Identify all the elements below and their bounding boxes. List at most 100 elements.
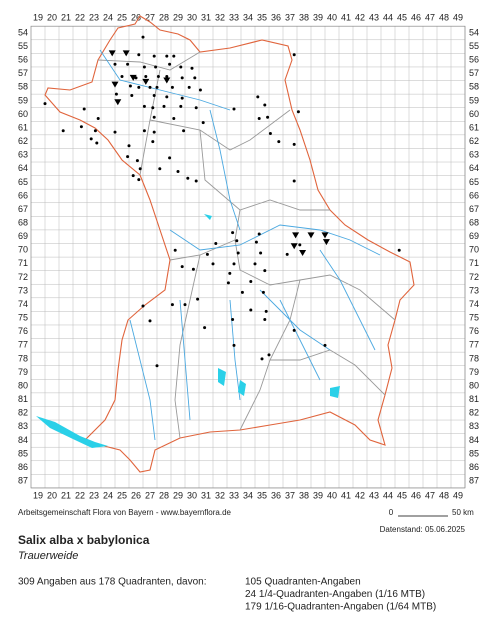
column-label: 21 xyxy=(61,13,71,23)
column-label: 31 xyxy=(201,490,211,500)
column-label: 47 xyxy=(425,490,435,500)
row-label: 66 xyxy=(18,190,28,200)
row-label: 82 xyxy=(18,408,28,418)
column-label: 35 xyxy=(257,13,267,23)
occurrence-dot xyxy=(113,130,117,134)
occurrence-dot xyxy=(155,85,159,89)
occurrence-dot xyxy=(231,318,235,322)
occurrence-dot xyxy=(267,353,271,357)
row-label: 78 xyxy=(469,353,479,363)
map-background xyxy=(36,15,415,473)
occurrence-dot xyxy=(168,156,172,160)
column-label: 40 xyxy=(327,13,337,23)
occurrence-dot xyxy=(141,35,145,39)
column-label: 42 xyxy=(355,490,365,500)
occurrence-dot xyxy=(264,309,268,313)
row-label: 57 xyxy=(18,68,28,78)
row-label: 58 xyxy=(18,82,28,92)
column-label: 23 xyxy=(89,490,99,500)
occurrence-dot xyxy=(172,117,176,121)
occurrence-dot xyxy=(226,281,230,285)
occurrence-dot xyxy=(156,74,160,78)
column-label: 30 xyxy=(187,490,197,500)
occurrence-dot xyxy=(128,84,132,88)
occurrence-dot xyxy=(254,240,258,244)
row-label: 72 xyxy=(18,272,28,282)
occurrence-dot xyxy=(211,262,215,266)
occurrence-dot xyxy=(173,248,177,252)
column-label: 28 xyxy=(159,13,169,23)
column-label: 48 xyxy=(439,13,449,23)
occurrence-dot xyxy=(194,106,198,110)
row-label: 74 xyxy=(469,299,479,309)
row-label: 81 xyxy=(469,394,479,404)
row-label: 64 xyxy=(469,163,479,173)
occurrence-dot xyxy=(183,303,187,307)
row-label: 76 xyxy=(469,326,479,336)
row-label: 73 xyxy=(469,285,479,295)
occurrence-triangle xyxy=(322,239,330,246)
occurrence-dot xyxy=(180,76,184,80)
row-label: 73 xyxy=(18,285,28,295)
occurrence-triangle xyxy=(122,50,130,57)
column-label: 34 xyxy=(243,490,253,500)
occurrence-dot xyxy=(113,62,117,66)
row-label: 55 xyxy=(18,41,28,51)
row-label: 77 xyxy=(18,340,28,350)
occurrence-dot xyxy=(194,179,198,183)
column-label: 40 xyxy=(327,490,337,500)
occurrence-dot xyxy=(165,54,169,58)
column-label: 21 xyxy=(61,490,71,500)
column-label: 35 xyxy=(257,490,267,500)
column-label: 19 xyxy=(33,490,43,500)
occurrence-dot xyxy=(82,107,86,111)
occurrence-dot xyxy=(182,129,186,133)
occurrence-dot xyxy=(114,92,118,96)
column-label: 43 xyxy=(369,13,379,23)
occurrence-dot xyxy=(152,54,156,58)
column-label: 45 xyxy=(397,13,407,23)
column-label: 41 xyxy=(341,490,351,500)
occurrence-dot xyxy=(152,130,156,134)
occurrence-dot xyxy=(158,167,162,171)
column-label: 43 xyxy=(369,490,379,500)
occurrence-dot xyxy=(43,102,47,106)
occurrence-triangle xyxy=(129,74,137,81)
occurrence-dot xyxy=(148,85,152,89)
occurrence-dot xyxy=(155,364,159,368)
occurrence-dot xyxy=(138,167,142,171)
occurrence-dot xyxy=(180,265,184,269)
occurrence-dot xyxy=(142,104,146,108)
occurrence-triangle xyxy=(108,50,116,57)
column-label: 44 xyxy=(383,13,393,23)
column-label: 24 xyxy=(103,490,113,500)
occurrence-dot xyxy=(95,141,99,145)
occurrence-dot xyxy=(172,54,176,58)
occurrence-dot xyxy=(277,140,281,144)
column-label: 34 xyxy=(243,13,253,23)
occurrence-dot xyxy=(259,251,263,255)
row-label: 79 xyxy=(469,367,479,377)
occurrence-dot xyxy=(198,88,202,92)
column-label: 29 xyxy=(173,13,183,23)
occurrence-dot xyxy=(249,280,253,284)
occurrence-dot xyxy=(170,303,174,307)
occurrence-dot xyxy=(89,137,93,141)
occurrence-dot xyxy=(152,93,156,97)
column-label: 31 xyxy=(201,13,211,23)
occurrence-dot xyxy=(120,74,124,78)
occurrence-dot xyxy=(257,117,261,121)
row-label: 65 xyxy=(469,177,479,187)
occurrence-dot xyxy=(201,121,205,125)
occurrence-dot xyxy=(96,117,100,121)
occurrence-dot xyxy=(61,129,65,133)
row-label: 69 xyxy=(469,231,479,241)
occurrence-dot xyxy=(126,62,130,66)
occurrence-dot xyxy=(296,110,300,114)
row-label: 59 xyxy=(18,95,28,105)
occurrence-dot xyxy=(176,170,180,174)
occurrence-dot xyxy=(142,129,146,133)
row-label: 61 xyxy=(18,122,28,132)
occurrence-dot xyxy=(137,53,141,57)
row-label: 67 xyxy=(18,204,28,214)
